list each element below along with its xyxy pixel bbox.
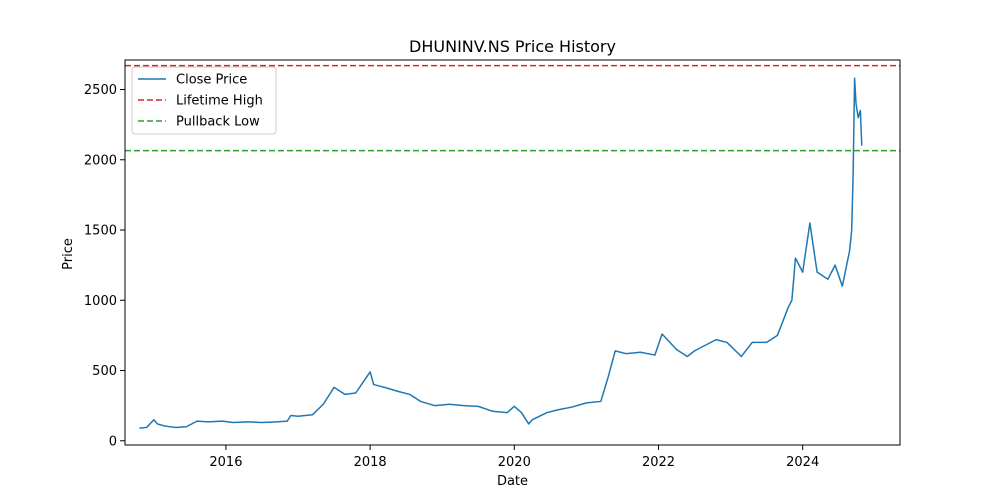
chart-title: DHUNINV.NS Price History xyxy=(409,37,616,56)
y-tick-label: 2000 xyxy=(84,153,117,168)
x-tick-label: 2020 xyxy=(498,455,531,470)
y-tick-label: 1000 xyxy=(84,294,117,309)
y-axis-label: Price xyxy=(61,238,76,270)
series-line-close-price xyxy=(139,77,863,429)
y-tick-label: 0 xyxy=(109,434,117,449)
plot-area xyxy=(125,64,900,429)
y-tick-label: 2500 xyxy=(84,83,117,98)
plot-frame xyxy=(124,59,901,446)
y-tick-label: 500 xyxy=(92,364,117,379)
legend-label-pullback-low: Pullback Low xyxy=(176,115,260,130)
legend: Close Price Lifetime High Pullback Low xyxy=(131,66,277,135)
x-tick-label: 2022 xyxy=(642,455,675,470)
x-axis-label: Date xyxy=(497,474,528,489)
legend-box xyxy=(131,66,277,135)
x-tick-label: 2016 xyxy=(209,455,242,470)
axes-ticks: 2016 2018 2020 2022 2024 0 500 1000 1500 2000 2500 xyxy=(84,83,819,470)
legend-label-close-price: Close Price xyxy=(176,73,247,88)
x-tick-label: 2018 xyxy=(354,455,387,470)
y-tick-label: 1500 xyxy=(84,224,117,239)
legend-label-lifetime-high: Lifetime High xyxy=(176,94,263,109)
x-tick-label: 2024 xyxy=(786,455,819,470)
